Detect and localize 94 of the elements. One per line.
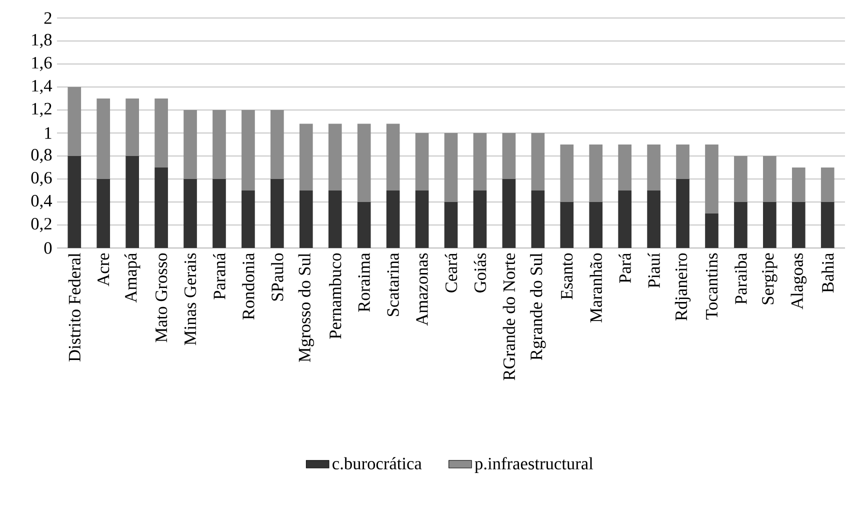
bar xyxy=(415,190,429,248)
bar xyxy=(96,179,110,248)
x-tick-label: SPaulo xyxy=(271,253,284,301)
bar xyxy=(676,179,690,248)
bar xyxy=(68,156,82,248)
bar xyxy=(560,202,574,248)
bar xyxy=(184,110,197,179)
bar xyxy=(212,179,226,248)
x-tick-label: Paraná xyxy=(213,252,226,300)
x-tick-label: Tocantins xyxy=(706,253,718,320)
bar xyxy=(357,202,371,248)
bar xyxy=(386,190,400,248)
bar xyxy=(126,98,139,156)
bar xyxy=(299,124,313,190)
y-tick-label: 0,4 xyxy=(31,194,52,210)
y-tick-label: 0,6 xyxy=(31,172,52,186)
bar xyxy=(531,190,545,248)
x-tick-label: Acre xyxy=(98,253,110,286)
y-tick-label: 1 xyxy=(45,127,52,139)
y-tick-label: 1,4 xyxy=(32,80,52,94)
bar xyxy=(502,133,516,179)
bar xyxy=(502,179,516,248)
x-tick-label: Mgrosso do Sul xyxy=(298,253,314,362)
bar xyxy=(68,87,82,156)
bar xyxy=(473,133,487,190)
x-tick-label: Pernambuco xyxy=(329,253,342,339)
x-tick-label: Roraima xyxy=(358,252,370,312)
y-tick-label: 0 xyxy=(44,242,52,254)
bar xyxy=(444,202,458,248)
bar xyxy=(184,179,197,248)
bar xyxy=(270,110,284,179)
bar xyxy=(734,156,748,202)
bar xyxy=(444,133,458,202)
legend-label: p.infraestructural xyxy=(474,457,594,473)
legend-label: c.burocrática xyxy=(332,457,422,470)
y-tick-label: 1,8 xyxy=(32,34,52,48)
bar xyxy=(589,202,603,248)
x-tick-label: Distrito Federal xyxy=(68,253,80,362)
x-tick-label: Sergipe xyxy=(762,253,778,304)
x-tick-label: Amazonas xyxy=(416,253,428,326)
x-tick-label: Piauí xyxy=(648,252,660,288)
bar xyxy=(734,202,748,248)
bar xyxy=(126,156,139,248)
bar xyxy=(154,98,168,168)
bar xyxy=(618,144,632,190)
bar xyxy=(676,144,690,179)
bar xyxy=(473,190,487,248)
x-tick-label: Minas Gerais xyxy=(184,253,196,346)
x-tick-label: Pará xyxy=(618,252,631,284)
bar xyxy=(415,133,429,190)
x-tick-label: Scatarina xyxy=(387,252,399,316)
bar xyxy=(212,110,226,179)
bar xyxy=(560,144,574,202)
bar xyxy=(763,202,776,248)
bar xyxy=(242,190,255,248)
bar xyxy=(242,110,255,190)
x-tick-label: Maranhão xyxy=(590,253,602,322)
y-tick-label: 0,8 xyxy=(31,148,52,164)
bar xyxy=(820,168,834,202)
bar xyxy=(328,124,342,190)
bar xyxy=(357,124,371,202)
bar xyxy=(154,168,168,248)
bar xyxy=(531,133,545,190)
x-tick-label: Goiás xyxy=(474,253,486,292)
bar xyxy=(386,124,400,190)
x-tick-label: Bahia xyxy=(822,252,834,293)
bar xyxy=(328,190,342,248)
bar xyxy=(647,190,660,248)
x-tick-label: Mato Grosso xyxy=(155,253,168,342)
bar xyxy=(763,156,776,202)
bar xyxy=(820,202,834,248)
y-tick-label: 2 xyxy=(44,12,52,24)
x-tick-label: Rgrande do Sul xyxy=(530,253,546,360)
x-tick-label: Paraiba xyxy=(734,252,747,304)
x-tick-label: Ceará xyxy=(444,252,458,292)
y-tick-label: 1,6 xyxy=(32,56,52,72)
x-tick-label: RGrande do Norte xyxy=(502,253,516,380)
bar xyxy=(792,168,806,202)
x-tick-label: Alagoas xyxy=(790,253,807,310)
bar xyxy=(705,214,718,248)
bar xyxy=(589,144,603,202)
bar xyxy=(270,179,284,248)
bar xyxy=(96,98,110,179)
x-tick-label: Esanto xyxy=(561,253,573,300)
x-tick-label: Rondonia xyxy=(242,252,254,320)
x-tick-label: Rdjaneiro xyxy=(674,253,691,321)
y-tick-label: 0,2 xyxy=(31,218,52,232)
bar xyxy=(618,190,632,248)
x-tick-label: Amapá xyxy=(124,252,140,303)
bar xyxy=(299,190,313,248)
bar xyxy=(647,144,660,190)
y-tick-label: 1,2 xyxy=(32,102,52,118)
bar xyxy=(792,202,806,248)
bar xyxy=(705,144,718,214)
